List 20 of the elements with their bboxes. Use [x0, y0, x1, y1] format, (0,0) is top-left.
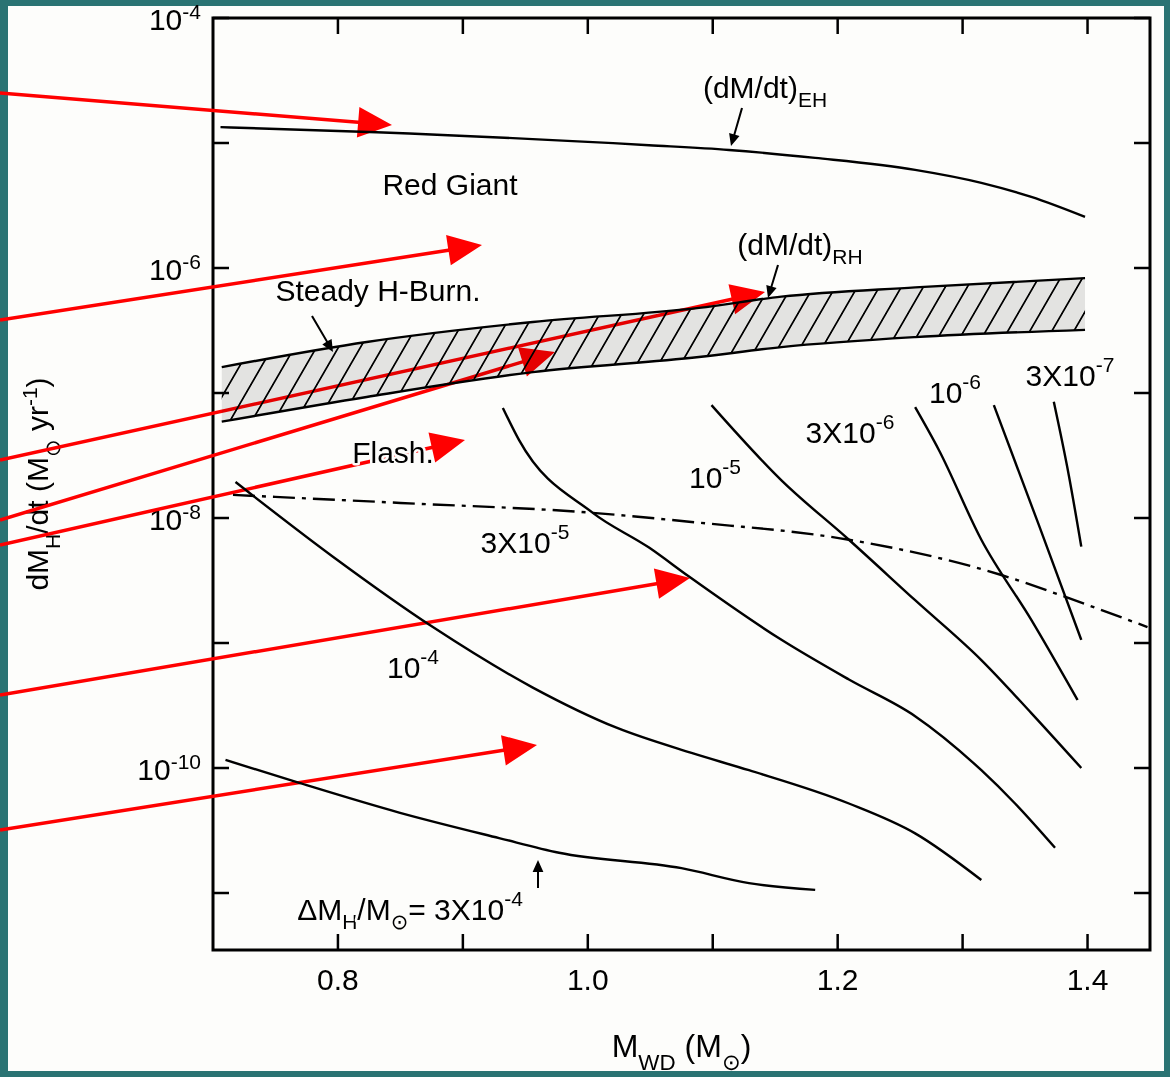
annotation: 3X10$^{-5}$: [480, 520, 570, 559]
x-tick-label: 0.8: [317, 963, 359, 996]
annotation: 10$^{-4}$: [386, 645, 440, 684]
annotation: Steady H-Burn.: [275, 273, 481, 307]
annotation: (dM/dt)$_{EH}$: [702, 70, 828, 112]
y-tick-label: 10$^{-10}$: [137, 749, 201, 787]
y-tick-label: 10$^{-4}$: [148, 0, 202, 36]
annotation: 3X10$^{-6}$: [805, 410, 895, 449]
annotation: (dM/dt)$_{RH}$: [737, 227, 863, 269]
x-tick-label: 1.2: [816, 963, 859, 996]
annotation: 3X10$^{-7}$: [1025, 353, 1115, 392]
annotation: 10$^{-5}$: [688, 455, 742, 494]
annotation: 10$^{-6}$: [928, 370, 982, 409]
y-tick-label: 10$^{-6}$: [148, 249, 201, 286]
annotation: Red Giant: [382, 167, 519, 201]
x-tick-label: 1.4: [1066, 963, 1109, 996]
x-axis-title: M$_{WD}$ (M$_{⊙}$): [611, 1028, 752, 1075]
y-tick-label: 10$^{-8}$: [148, 499, 201, 536]
annotation: ΔM$_{H}$/M$_{⊙}$= 3X10$^{-4}$: [297, 887, 524, 934]
x-tick-label: 1.0: [566, 963, 609, 996]
